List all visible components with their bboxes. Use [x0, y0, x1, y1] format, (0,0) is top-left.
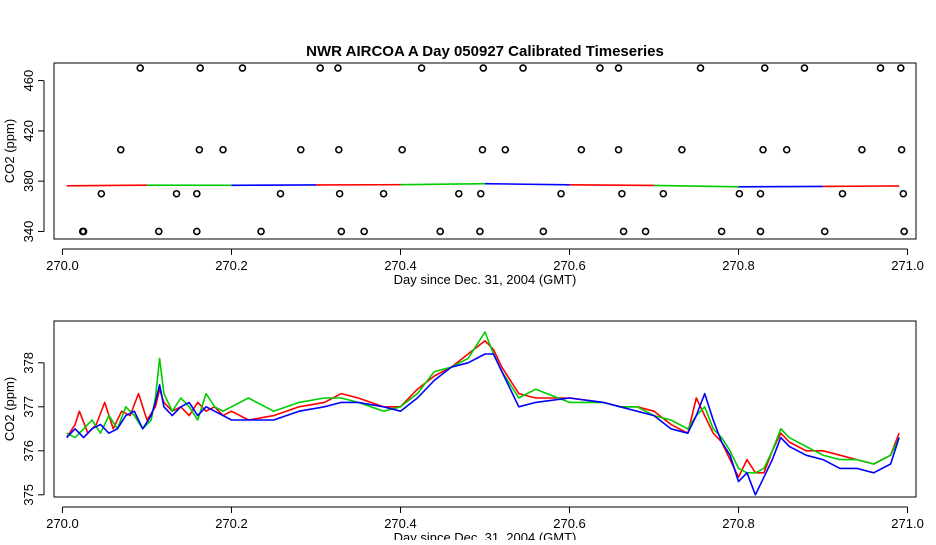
data-point [520, 65, 526, 71]
data-point [502, 147, 508, 153]
data-point [194, 191, 200, 197]
data-point [174, 191, 180, 197]
data-point [298, 147, 304, 153]
data-point [477, 228, 483, 234]
data-point [336, 147, 342, 153]
x-tick-label-2: 270.2 [215, 516, 248, 531]
x-tick-label-1: 270.2 [215, 258, 248, 273]
series-line-3 [67, 354, 899, 495]
data-point [660, 191, 666, 197]
x-tick-label-1: 270.4 [384, 258, 417, 273]
x-tick-label-2: 270.8 [722, 516, 755, 531]
data-point [399, 147, 405, 153]
series-segment [654, 185, 739, 186]
data-point [220, 147, 226, 153]
x-tick-label-2: 270.4 [384, 516, 417, 531]
data-point [762, 65, 768, 71]
data-point [196, 147, 202, 153]
data-point [578, 147, 584, 153]
data-point [456, 191, 462, 197]
y-tick-label-2: 377 [21, 396, 36, 418]
data-point [479, 147, 485, 153]
chart-title-1: NWR AIRCOA A Day 050927 Calibrated Times… [306, 43, 664, 60]
series-segment [400, 184, 485, 185]
data-point [898, 65, 904, 71]
x-tick-label-2: 270.6 [553, 516, 586, 531]
data-point [859, 147, 865, 153]
data-point [621, 228, 627, 234]
y-tick-label-2: 376 [21, 440, 36, 462]
y-tick-label-1: 420 [21, 120, 36, 142]
data-point [619, 191, 625, 197]
data-point [698, 65, 704, 71]
data-point [381, 191, 387, 197]
data-point [901, 228, 907, 234]
x-tick-label-1: 270.0 [46, 258, 79, 273]
series-line-2 [67, 332, 899, 473]
data-point [118, 147, 124, 153]
y-tick-label-2: 375 [21, 484, 36, 506]
data-point [338, 228, 344, 234]
y-tick-label-1: 380 [21, 170, 36, 192]
x-axis-title-2: Day since Dec. 31, 2004 (GMT) [394, 530, 577, 540]
data-point [719, 228, 725, 234]
data-point [540, 228, 546, 234]
data-point [194, 228, 200, 234]
y-tick-label-1: 460 [21, 70, 36, 92]
data-point [239, 65, 245, 71]
data-point [558, 191, 564, 197]
y-tick-label-1: 340 [21, 221, 36, 243]
y-axis-title-2: CO2 (ppm) [2, 377, 17, 441]
data-point [98, 191, 104, 197]
x-axis-title-1: Day since Dec. 31, 2004 (GMT) [394, 272, 577, 287]
data-point [335, 65, 341, 71]
data-point [758, 191, 764, 197]
data-point [317, 65, 323, 71]
data-point [839, 191, 845, 197]
data-point [616, 65, 622, 71]
data-point [419, 65, 425, 71]
data-point [197, 65, 203, 71]
y-axis-title-1: CO2 (ppm) [2, 119, 17, 183]
data-point [878, 65, 884, 71]
series-segment [67, 185, 147, 186]
data-point [801, 65, 807, 71]
data-point [478, 191, 484, 197]
y-tick-label-2: 378 [21, 352, 36, 374]
data-point [784, 147, 790, 153]
data-point [361, 228, 367, 234]
data-point [337, 191, 343, 197]
x-tick-label-1: 270.6 [553, 258, 586, 273]
data-point [597, 65, 603, 71]
chart-panel-2: 270.0 270.2 270.4 270.6 270.8 271.0 Day since … [2, 321, 924, 540]
data-point [643, 228, 649, 234]
data-point [137, 65, 143, 71]
data-point [679, 147, 685, 153]
series-segment [823, 186, 899, 187]
data-point [899, 147, 905, 153]
data-point [437, 228, 443, 234]
x-tick-label-2: 271.0 [891, 516, 924, 531]
x-tick-label-2: 270.0 [46, 516, 79, 531]
data-point [277, 191, 283, 197]
data-point [758, 228, 764, 234]
data-point [156, 228, 162, 234]
data-point [822, 228, 828, 234]
data-point [480, 65, 486, 71]
data-point [900, 191, 906, 197]
data-point [760, 147, 766, 153]
chart-panel-1: 270.0 270.2 270.4 270.6 270.8 271.0 Day since … [2, 63, 924, 287]
series-segment [485, 184, 570, 185]
x-tick-label-1: 271.0 [891, 258, 924, 273]
data-point [616, 147, 622, 153]
data-point [258, 228, 264, 234]
series-segment [570, 185, 655, 186]
data-point [736, 191, 742, 197]
x-tick-label-1: 270.8 [722, 258, 755, 273]
